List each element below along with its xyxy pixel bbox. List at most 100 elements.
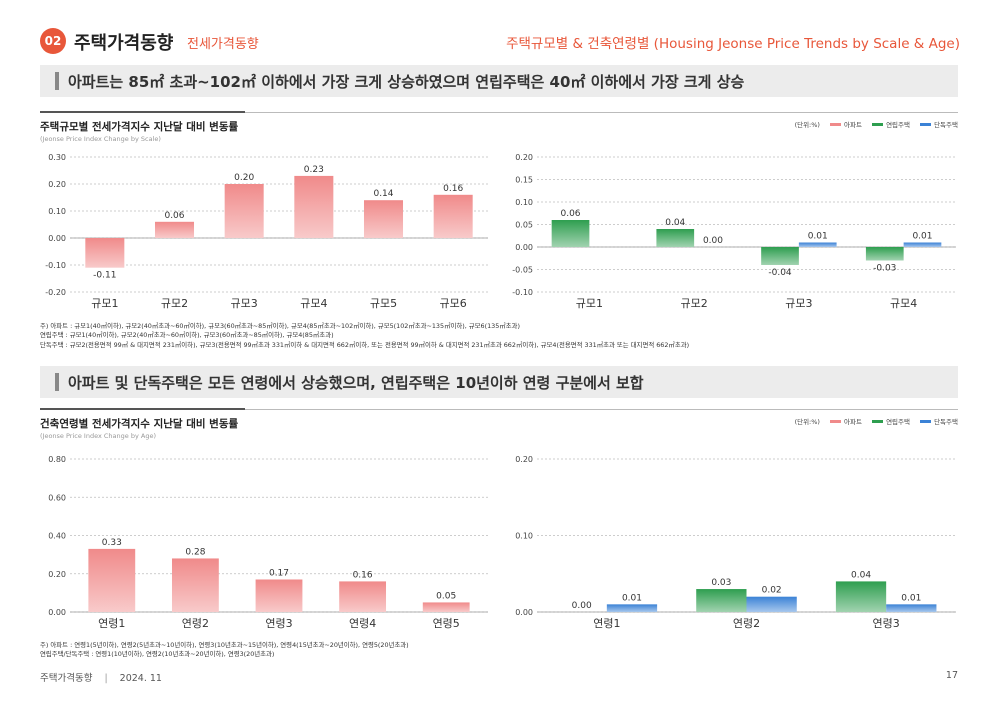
y-tick-label: 0.00 (515, 608, 533, 617)
note-line: 연립주택/단독주택 : 연령1(10년이하), 연령2(10년초과~20년이하)… (40, 650, 275, 659)
bar-value-label: 0.17 (269, 568, 289, 578)
legend-swatch-detached (920, 419, 932, 423)
y-tick-label: -0.05 (512, 266, 533, 275)
y-tick-label: 0.10 (515, 532, 533, 541)
section1-headline: 아파트는 85㎡ 초과~102㎡ 이하에서 가장 크게 상승하였으며 연립주택은… (68, 73, 745, 91)
y-tick-label: 0.00 (48, 234, 66, 243)
x-tick-label: 연령2 (733, 617, 760, 630)
section1-legend: (단위:%) 아파트 연립주택 단독주택 (795, 119, 958, 129)
bar-value-label: 0.04 (851, 570, 871, 580)
x-tick-label: 규모4 (300, 297, 327, 310)
chart-age-apartment: 0.80 0.60 0.40 0.20 0.00 연령1 0.33 연령2 0.28 연령3 0.1… (48, 455, 488, 630)
y-tick-label: 0.30 (48, 153, 66, 162)
legend-label-rowhouse: 연립주택 (886, 121, 910, 129)
footer-publication: 주택가격동향 (40, 673, 93, 684)
section1-chart-title: 주택규모별 전세가격지수 지난달 대비 변동률 (40, 121, 239, 133)
banner-marker (55, 373, 59, 391)
chart-age-rowhouse-detached: 0.200.100.00연령10.000.01연령20.030.02연령30.0… (515, 455, 956, 630)
bar-value-label: 0.16 (443, 184, 463, 194)
x-tick-label: 연령1 (593, 617, 620, 630)
note-line: 단독주택 : 규모2(전용면적 99㎡ & 대지면적 231㎡이하), 규모3(… (40, 340, 690, 349)
x-tick-label: 규모6 (440, 297, 467, 310)
y-tick-label: 0.10 (515, 198, 533, 207)
section1-banner: 아파트는 85㎡ 초과~102㎡ 이하에서 가장 크게 상승하였으며 연립주택은… (40, 65, 958, 97)
page-topic-title: 주택규모별 & 건축연령별 (Housing Jeonse Price Tren… (506, 36, 960, 52)
page-number: 17 (945, 670, 958, 681)
section2-rule-light (245, 409, 958, 410)
bar (363, 200, 404, 238)
bar-value-label: 0.01 (622, 593, 642, 603)
x-tick-label: 규모2 (161, 297, 188, 310)
bar (606, 604, 658, 612)
page-header: 02 주택가격동향 전세가격동향 주택규모별 & 건축연령별 (Housing … (40, 28, 960, 54)
bar-value-label: 0.04 (665, 218, 685, 228)
bar-value-label: 0.23 (304, 165, 324, 175)
bar (551, 220, 590, 247)
y-tick-label: 0.20 (48, 570, 66, 579)
banner-marker (55, 72, 59, 90)
legend-label-detached: 단독주택 (934, 418, 958, 426)
bar-value-label: 0.16 (353, 570, 373, 580)
x-tick-label: 규모3 (231, 297, 258, 310)
y-tick-label: 0.80 (48, 455, 66, 464)
note-line: 주) 아파트 : 연령1(5년이하), 연령2(5년초과~10년이하), 연령3… (40, 641, 409, 649)
footer-left: 주택가격동향 | 2024. 11 (40, 673, 162, 684)
legend-label-apartment: 아파트 (844, 121, 862, 129)
x-tick-label: 규모2 (681, 297, 708, 310)
bar (746, 596, 797, 612)
legend-swatch-rowhouse (872, 419, 884, 423)
bar (339, 581, 387, 612)
x-tick-label: 규모3 (785, 297, 812, 310)
bar (433, 194, 473, 238)
x-tick-label: 규모1 (91, 297, 118, 310)
bar (224, 184, 264, 238)
bar-value-label: 0.03 (711, 578, 731, 588)
y-tick-label: 0.20 (48, 180, 66, 189)
y-tick-label: 0.20 (515, 455, 533, 464)
y-tick-label: 0.15 (515, 176, 533, 185)
bar-value-label: 0.05 (436, 591, 456, 601)
bar (798, 242, 837, 247)
bar-value-label: 0.00 (572, 601, 592, 611)
x-tick-label: 규모4 (890, 297, 917, 310)
bar (255, 579, 303, 612)
y-tick-label: 0.00 (48, 608, 66, 617)
section2-rule-dark (40, 408, 245, 410)
y-tick-label: -0.20 (45, 288, 66, 297)
section2-chart-title: 건축연령별 전세가격지수 지난달 대비 변동률 (40, 418, 239, 430)
bar-value-label: 0.20 (234, 173, 254, 183)
section2-headline: 아파트 및 단독주택은 모든 연령에서 상승했으며, 연립주택은 10년이하 연… (68, 374, 644, 392)
section2-banner: 아파트 및 단독주택은 모든 연령에서 상승했으며, 연립주택은 10년이하 연… (40, 366, 958, 398)
bar-value-label: 0.01 (901, 593, 921, 603)
y-tick-label: 0.60 (48, 493, 66, 502)
legend-label-rowhouse: 연립주택 (886, 418, 910, 426)
section1-chart-subtitle: (Jeonse Price Index Change by Scale) (40, 135, 161, 143)
section2-chart-subtitle: (Jeonse Price Index Change by Age) (40, 432, 156, 440)
y-tick-label: 0.05 (515, 221, 533, 230)
bar-value-label: -0.11 (93, 271, 116, 281)
x-tick-label: 연령1 (98, 617, 125, 630)
section2-notes: 주) 아파트 : 연령1(5년이하), 연령2(5년초과~10년이하), 연령3… (40, 641, 409, 660)
y-tick-label: -0.10 (512, 288, 533, 297)
bar-value-label: 0.01 (808, 232, 828, 242)
note-line: 연립주택 : 규모1(40㎡이하), 규모2(40㎡초과~60㎡이하), 규모3… (40, 331, 334, 340)
bar-value-label: 0.02 (762, 586, 782, 596)
legend-swatch-apartment (830, 122, 842, 126)
section1-rule-light (245, 112, 958, 113)
x-tick-label: 연령2 (182, 617, 209, 630)
section1-notes: 주) 아파트 : 규모1(40㎡이하), 규모2(40㎡초과~60㎡이하), 규… (40, 322, 689, 350)
legend-swatch-rowhouse (872, 122, 884, 126)
x-tick-label: 규모1 (576, 297, 603, 310)
bar (761, 247, 799, 265)
x-tick-label: 연령3 (873, 617, 900, 630)
x-tick-label: 연령5 (433, 617, 460, 630)
y-tick-label: 0.40 (48, 532, 66, 541)
y-tick-label: 0.20 (515, 153, 533, 162)
section2-legend: (단위:%) 아파트 연립주택 단독주택 (795, 416, 958, 426)
bar-value-label: 0.14 (373, 189, 393, 199)
bar (88, 548, 136, 612)
y-tick-label: -0.10 (45, 261, 66, 270)
bar-value-label: 0.33 (102, 538, 122, 548)
bar-value-label: -0.04 (768, 268, 792, 278)
bar (886, 604, 937, 612)
